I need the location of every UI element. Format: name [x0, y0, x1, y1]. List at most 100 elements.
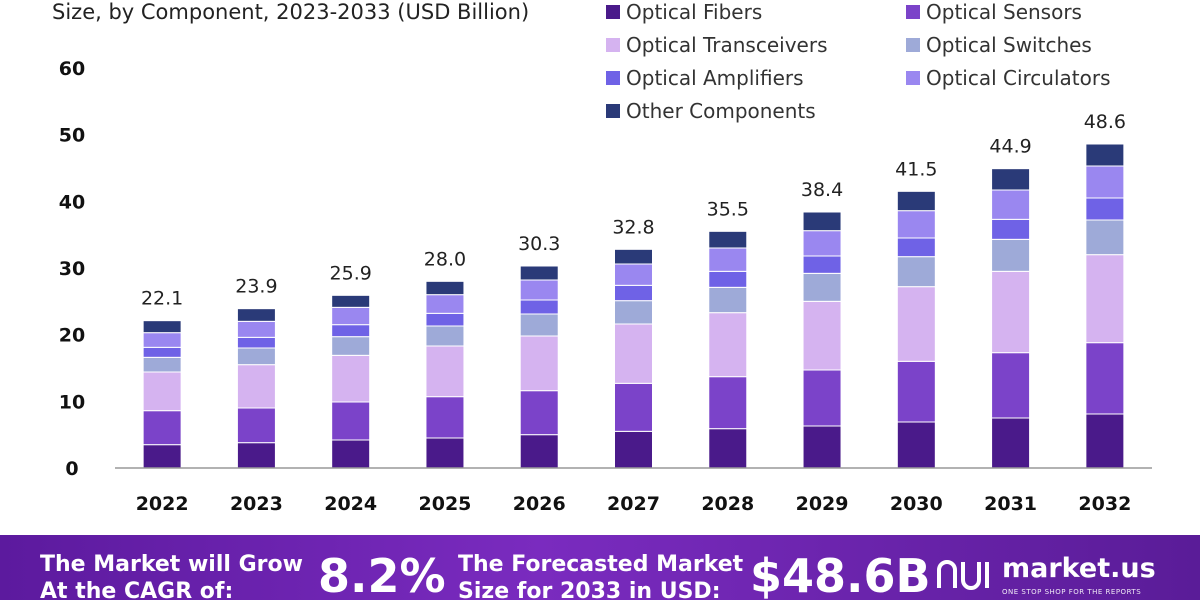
bar-segment [331, 336, 371, 356]
x-tick-label: 2025 [419, 493, 472, 515]
cagr-value: 8.2% [318, 549, 446, 600]
chart-legend: Optical Fibers Optical Sensors Optical Tra… [606, 0, 1200, 130]
bar-segment [142, 410, 182, 446]
bar-segment [425, 437, 465, 469]
bar-segment [614, 323, 653, 384]
bar-segment [236, 407, 276, 444]
y-tick-label: 0 [65, 458, 78, 480]
bar-stack [708, 230, 748, 469]
x-tick-label: 2031 [984, 493, 1037, 515]
bar-segment [142, 356, 182, 373]
legend-swatch [606, 38, 620, 52]
bar-total-label: 48.6 [1084, 111, 1126, 133]
bar-segment [991, 352, 1031, 419]
bar-segment [614, 382, 653, 432]
bar-total-label: 44.9 [989, 136, 1031, 158]
legend-item: Optical Switches [906, 33, 1092, 57]
bar-stacks [142, 143, 1125, 469]
bar-segment [519, 390, 559, 436]
x-tick-label: 2028 [701, 493, 754, 515]
bar-total-label: 35.5 [707, 198, 749, 220]
bar-segment [896, 286, 936, 362]
bar-segment [142, 371, 182, 412]
bar-stack [519, 265, 559, 469]
legend-swatch [906, 71, 920, 85]
bar-stack [425, 280, 465, 469]
cagr-text-line-1: The Market will Grow [40, 552, 303, 577]
x-tick-label: 2022 [136, 493, 189, 515]
bar-segment [802, 255, 842, 274]
bar-segment [1085, 413, 1125, 469]
bar-total-labels: 22.1 23.9 25.9 28.0 30.3 32.8 35.5 38.4 41.5 44.9… [141, 111, 1126, 310]
bar-segment [802, 230, 842, 257]
x-tick-label: 2024 [324, 493, 377, 515]
bar-segment [991, 238, 1031, 272]
bar-segment [236, 308, 276, 322]
bar-stack [991, 168, 1031, 469]
bar-segment [425, 280, 465, 296]
bar-segment [896, 237, 936, 258]
bar-total-label: 22.1 [141, 288, 183, 310]
bar-segment [896, 360, 936, 423]
y-tick-label: 20 [59, 325, 85, 347]
legend-label: Optical Fibers [626, 0, 763, 24]
bar-segment [331, 439, 371, 469]
bar-segment [425, 312, 465, 327]
legend-item: Optical Amplifiers [606, 66, 804, 90]
bar-segment [614, 248, 653, 265]
bar-stack [236, 308, 276, 469]
bar-segment [802, 369, 842, 427]
legend-item: Optical Circulators [906, 66, 1111, 90]
forecast-text-line-1: The Forecasted Market [458, 552, 744, 577]
legend-item: Other Components [606, 99, 816, 123]
bar-segment [331, 354, 371, 403]
bar-segment [802, 211, 842, 232]
x-axis-labels: 2022 2023 2024 2025 2026 2027 2028 2029 2030 2031… [136, 493, 1132, 515]
bar-segment [331, 294, 371, 308]
legend-label: Other Components [626, 99, 816, 123]
bar-segment [142, 444, 182, 469]
bar-segment [519, 313, 559, 337]
bar-segment [425, 294, 465, 314]
bar-segment [331, 401, 371, 441]
bar-stack [142, 320, 182, 469]
bar-segment [331, 324, 371, 338]
y-tick-label: 60 [59, 58, 85, 80]
bar-segment [142, 320, 182, 334]
brand-tagline: ONE STOP SHOP FOR THE REPORTS [1002, 588, 1142, 596]
bar-total-label: 30.3 [518, 233, 560, 255]
legend-swatch [906, 5, 920, 19]
legend-label: Optical Sensors [926, 0, 1082, 24]
y-tick-label: 50 [59, 125, 85, 147]
bar-segment [1085, 342, 1125, 415]
bar-segment [236, 364, 276, 409]
bar-segment [425, 345, 465, 398]
bar-segment [708, 312, 748, 378]
bar-total-label: 38.4 [801, 179, 843, 201]
x-tick-label: 2023 [230, 493, 283, 515]
forecast-value: $48.6B [750, 549, 931, 600]
bar-segment [236, 336, 276, 349]
bar-segment [614, 430, 653, 469]
bar-total-label: 32.8 [612, 216, 654, 238]
bar-total-label: 41.5 [895, 158, 937, 180]
bar-segment [519, 279, 559, 301]
bar-segment [1085, 165, 1125, 199]
cagr-text-line-2: At the CAGR of: [40, 579, 234, 600]
legend-item: Optical Sensors [906, 0, 1082, 24]
bar-segment [519, 299, 559, 315]
bar-segment [236, 320, 276, 338]
legend-label: Optical Transceivers [626, 33, 828, 57]
brand-name: market.us [1002, 553, 1156, 584]
bar-segment [802, 425, 842, 469]
legend-swatch [606, 5, 620, 19]
bar-segment [708, 247, 748, 272]
x-tick-label: 2029 [796, 493, 849, 515]
bar-segment [896, 190, 936, 212]
bar-segment [519, 434, 559, 469]
market-us-logo-icon [937, 560, 989, 590]
forecast-text: The Forecasted Market Size for 2033 in U… [458, 551, 743, 600]
bar-segment [708, 270, 748, 288]
bar-segment [236, 442, 276, 469]
legend-swatch [906, 38, 920, 52]
